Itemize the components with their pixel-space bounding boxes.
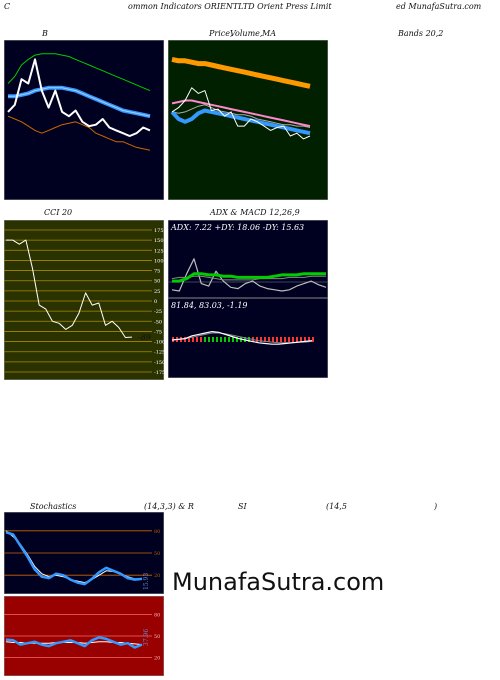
macd-values-text: 81.84, 83.03, -1.19 bbox=[171, 301, 248, 310]
volume-label: Volume, bbox=[230, 29, 263, 38]
cci-tick-label: -150 bbox=[154, 360, 164, 366]
adx-minus-di-line bbox=[171, 275, 326, 281]
adx-macd-label: ADX & MACD 12,26,9 bbox=[210, 208, 300, 217]
macd-histogram-bar bbox=[256, 337, 258, 342]
macd-histogram-bar bbox=[192, 337, 194, 342]
ma-pink-line bbox=[171, 99, 311, 128]
brand-watermark: MunafaSutra.com bbox=[172, 568, 385, 596]
cci-background bbox=[4, 220, 164, 380]
macd-histogram-bar bbox=[228, 337, 230, 342]
bollinger-background bbox=[4, 40, 164, 200]
macd-histogram-bar bbox=[308, 337, 310, 342]
macd-histogram-bar bbox=[304, 337, 306, 342]
macd-histogram-bar bbox=[236, 337, 238, 342]
rsi-tick-label: 20 bbox=[154, 656, 160, 662]
cci-chart: 175 150 125 100 75 50 25 0 -25 -50 -75 -100 -125 -150… bbox=[4, 220, 164, 380]
rsi-last-value: 37.96 bbox=[143, 629, 150, 646]
cci-tick-label: 0 bbox=[154, 299, 157, 305]
cci-tick-label: -50 bbox=[154, 319, 162, 325]
cci-line bbox=[6, 239, 133, 338]
macd-histogram-bar bbox=[200, 337, 202, 342]
stoch-tick-label: 50 bbox=[154, 551, 160, 557]
stoch-tick-label: 80 bbox=[154, 529, 160, 535]
cci-tick-label: -100 bbox=[154, 340, 164, 346]
cci-last-value: -89 bbox=[138, 333, 151, 342]
macd-histogram-bar bbox=[288, 337, 290, 342]
macd-histogram-bar bbox=[216, 337, 218, 342]
macd-histogram-bar bbox=[220, 337, 222, 342]
adx-values-text: ADX: 7.22 +DY: 18.06 -DY: 15.63 bbox=[170, 223, 304, 232]
macd-histogram-bar bbox=[264, 337, 266, 342]
macd-histogram-bar bbox=[296, 337, 298, 342]
ma-orange-line bbox=[171, 56, 311, 89]
ma-gray-line bbox=[171, 104, 311, 128]
header-left: C bbox=[4, 2, 11, 11]
macd-histogram-bar bbox=[212, 337, 214, 342]
macd-histogram-bar bbox=[184, 337, 186, 342]
cci-tick-label: 100 bbox=[154, 258, 164, 264]
stoch-label: Stochastics bbox=[30, 502, 77, 511]
macd-histogram-bar bbox=[284, 337, 286, 342]
macd-histogram-bar bbox=[232, 337, 234, 342]
rsi-close-label: ) bbox=[434, 502, 438, 511]
cci-tick-label: -25 bbox=[154, 309, 162, 315]
macd-histogram-bar bbox=[312, 337, 314, 342]
macd-histogram-bar bbox=[268, 337, 270, 342]
cci-tick-label: 150 bbox=[154, 238, 164, 244]
cci-tick-label: 175 bbox=[154, 228, 164, 234]
macd-histogram-bar bbox=[276, 337, 278, 342]
header-right: ed MunafaSutra.com bbox=[396, 2, 482, 11]
macd-line bbox=[171, 330, 313, 345]
rsi-tick-label: 50 bbox=[154, 634, 160, 640]
macd-histogram-bar bbox=[224, 337, 226, 342]
rsi-label: SI bbox=[238, 502, 247, 511]
rsi-chart: 80 50 20 37.96 bbox=[4, 596, 164, 676]
price-volume-ma-chart bbox=[168, 40, 328, 200]
cci-label: CCI 20 bbox=[44, 208, 73, 217]
macd-histogram-bar bbox=[280, 337, 282, 342]
cci-tick-label: -125 bbox=[154, 350, 164, 356]
ma-label: MA bbox=[262, 29, 276, 38]
ma-blue-line bbox=[170, 108, 311, 136]
bb-lower-band-line bbox=[7, 115, 151, 151]
stoch-tick-label: 20 bbox=[154, 573, 160, 579]
bb-middle-band-highlight bbox=[8, 87, 151, 117]
macd-histogram-bar bbox=[272, 337, 274, 342]
cci-tick-label: -75 bbox=[154, 329, 162, 335]
cci-tick-label: 50 bbox=[154, 279, 160, 285]
bands-label: Bands 20,2 bbox=[398, 29, 444, 38]
macd-histogram-bar bbox=[188, 337, 190, 342]
stoch-last-value: 15.93 bbox=[143, 573, 150, 590]
macd-histogram-bar bbox=[260, 337, 262, 342]
macd-histogram-bar bbox=[292, 337, 294, 342]
adx-chart: ADX: 7.22 +DY: 18.06 -DY: 15.63 bbox=[168, 220, 328, 298]
price-label: Price, bbox=[209, 29, 233, 38]
bb-label: B bbox=[42, 29, 48, 38]
bb-price-line bbox=[7, 58, 151, 137]
cci-tick-label: 125 bbox=[154, 248, 164, 254]
stoch-params-label: (14,3,3) & R bbox=[144, 502, 194, 511]
bollinger-chart bbox=[4, 40, 164, 200]
macd-histogram-bar bbox=[248, 337, 250, 342]
stochastics-chart: 80 50 20 15.93 bbox=[4, 512, 164, 594]
rsi-tick-label: 80 bbox=[154, 612, 160, 618]
stoch-k-line bbox=[5, 531, 143, 586]
header-center: ommon Indicators ORIENTLTD Orient Press … bbox=[128, 2, 332, 11]
cci-tick-label: 25 bbox=[154, 289, 160, 295]
adx-plus-di-line bbox=[172, 272, 326, 283]
macd-chart: 81.84, 83.03, -1.19 bbox=[168, 298, 328, 378]
macd-histogram-bar bbox=[204, 337, 206, 342]
cci-tick-label: -175 bbox=[154, 370, 164, 376]
rsi-line bbox=[5, 636, 143, 649]
price-line bbox=[171, 87, 311, 140]
bb-upper-band-line bbox=[7, 53, 151, 92]
macd-histogram-bar bbox=[208, 337, 210, 342]
adx-line bbox=[171, 258, 327, 292]
macd-histogram-bar bbox=[300, 337, 302, 342]
macd-histogram-bar bbox=[196, 337, 198, 342]
rsi-params-label: (14,5 bbox=[326, 502, 347, 511]
cci-tick-label: 75 bbox=[154, 269, 160, 275]
